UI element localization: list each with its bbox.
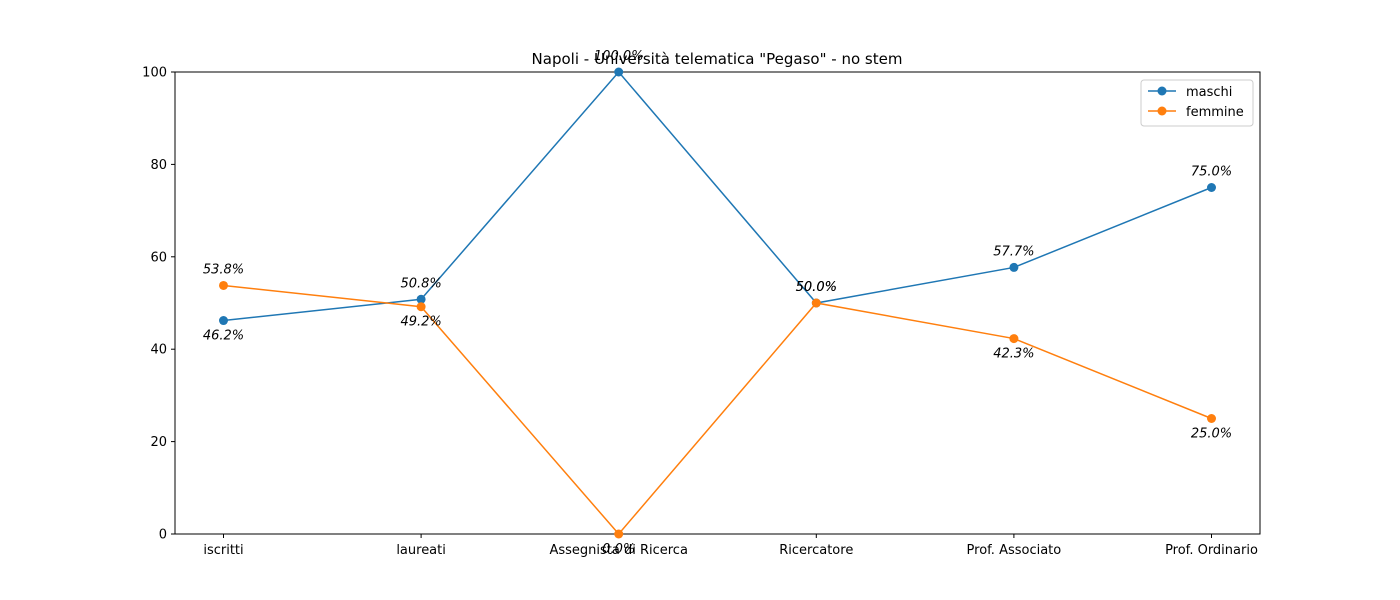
legend: maschi femmine: [1140, 79, 1254, 127]
x-tick-label: Assegnista di Ricerca: [549, 543, 687, 558]
data-label-maschi: 46.2%: [203, 329, 244, 344]
x-tick-label: laureati: [396, 543, 446, 558]
data-label-maschi: 57.7%: [993, 244, 1034, 259]
data-labels: 46.2%53.8%50.8%49.2%100.0%0.0%50.0%50.0%…: [203, 49, 1232, 557]
data-point-femmine: [614, 529, 624, 539]
data-point-femmine: [1009, 334, 1019, 344]
data-label-femmine: 49.2%: [400, 315, 441, 330]
data-label-femmine: 42.3%: [993, 347, 1034, 362]
legend-label-maschi: maschi: [1186, 85, 1232, 100]
axes: 0 20 40 60 80 100 iscritti laureati Assegnista d…: [142, 66, 1261, 558]
y-tick-label: 60: [150, 250, 167, 265]
data-point-maschi: [416, 294, 426, 304]
data-label-femmine: 50.0%: [796, 280, 837, 295]
y-tick-label: 40: [150, 343, 167, 358]
series-layer: [219, 67, 1216, 539]
y-tick-label: 100: [142, 66, 167, 81]
chart-title: Napoli - Università telematica "Pegaso" …: [532, 50, 903, 68]
data-label-femmine: 0.0%: [602, 542, 635, 557]
data-point-maschi: [219, 316, 228, 326]
data-point-femmine: [811, 298, 821, 308]
legend-marker-femmine: [1157, 106, 1167, 116]
data-label-maschi: 100.0%: [594, 49, 644, 64]
data-point-maschi: [1207, 183, 1216, 192]
legend-label-femmine: femmine: [1186, 105, 1244, 120]
data-point-maschi: [1009, 262, 1019, 272]
plot-frame: [174, 71, 1261, 535]
legend-marker-maschi: [1157, 86, 1167, 96]
data-label-maschi: 50.0%: [796, 280, 837, 295]
data-label-femmine: 53.8%: [203, 262, 244, 277]
y-tick-label: 20: [150, 435, 167, 450]
x-tick-label: Ricercatore: [779, 543, 853, 558]
data-point-femmine: [416, 302, 426, 312]
x-tick-label: Prof. Ordinario: [1165, 543, 1258, 558]
data-label-maschi: 75.0%: [1191, 165, 1232, 180]
series-line-femmine: [223, 284, 1212, 536]
data-point-maschi: [614, 67, 624, 77]
x-tick-label: Prof. Associato: [967, 543, 1062, 558]
x-tick-label: iscritti: [203, 543, 243, 558]
y-tick-label: 80: [150, 158, 167, 173]
y-tick-label: 0: [159, 528, 167, 543]
data-label-maschi: 50.8%: [400, 276, 441, 291]
data-label-femmine: 25.0%: [1191, 427, 1232, 442]
data-point-femmine: [1207, 414, 1216, 423]
data-point-femmine: [219, 280, 228, 290]
